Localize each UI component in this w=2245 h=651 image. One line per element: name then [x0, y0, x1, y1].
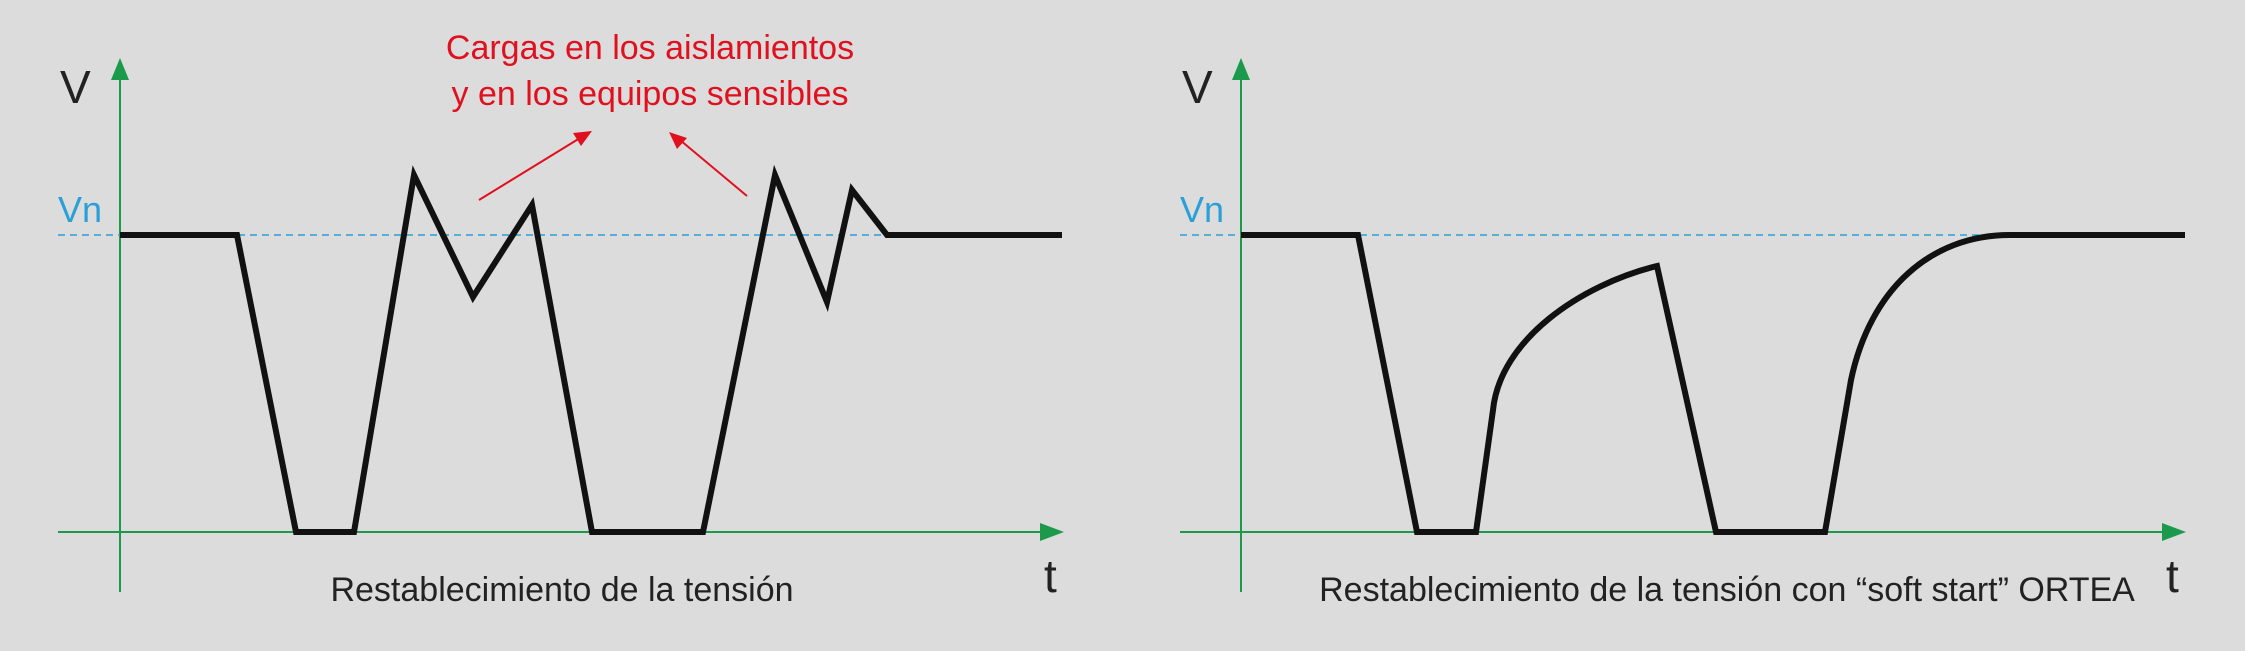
left-y-axis-label: V	[60, 61, 91, 113]
left-annotation-arrow-1	[478, 137, 581, 201]
left-annotation-arrowhead-2	[669, 132, 687, 149]
left-nominal-label: Vn	[58, 189, 102, 230]
right-nominal-label: Vn	[1180, 189, 1224, 230]
left-annotation-line-1: Cargas en los aislamientos	[446, 29, 854, 67]
left-x-axis-label: t	[1044, 550, 1057, 602]
left-annotation-arrowhead-1	[573, 131, 592, 146]
left-voltage-curve	[120, 164, 1062, 535]
right-voltage-curve	[1241, 232, 2185, 535]
left-annotation-arrow-2	[679, 139, 748, 197]
right-y-axis-label: V	[1182, 61, 1213, 113]
right-caption: Restablecimiento de la tensión con “soft…	[1319, 571, 2135, 609]
right-x-axis-label: t	[2166, 550, 2179, 602]
left-panel: V Vn t Restablecimiento de la tensión Ca…	[58, 29, 1064, 609]
left-caption: Restablecimiento de la tensión	[330, 571, 793, 609]
right-y-axis-arrowhead	[1232, 58, 1250, 80]
left-x-axis-arrowhead	[1040, 523, 1064, 541]
right-panel: V Vn t Restablecimiento de la tensión co…	[1180, 58, 2186, 609]
left-y-axis-arrowhead	[111, 58, 129, 80]
left-annotation-line-2: y en los equipos sensibles	[452, 75, 849, 113]
right-x-axis-arrowhead	[2162, 523, 2186, 541]
